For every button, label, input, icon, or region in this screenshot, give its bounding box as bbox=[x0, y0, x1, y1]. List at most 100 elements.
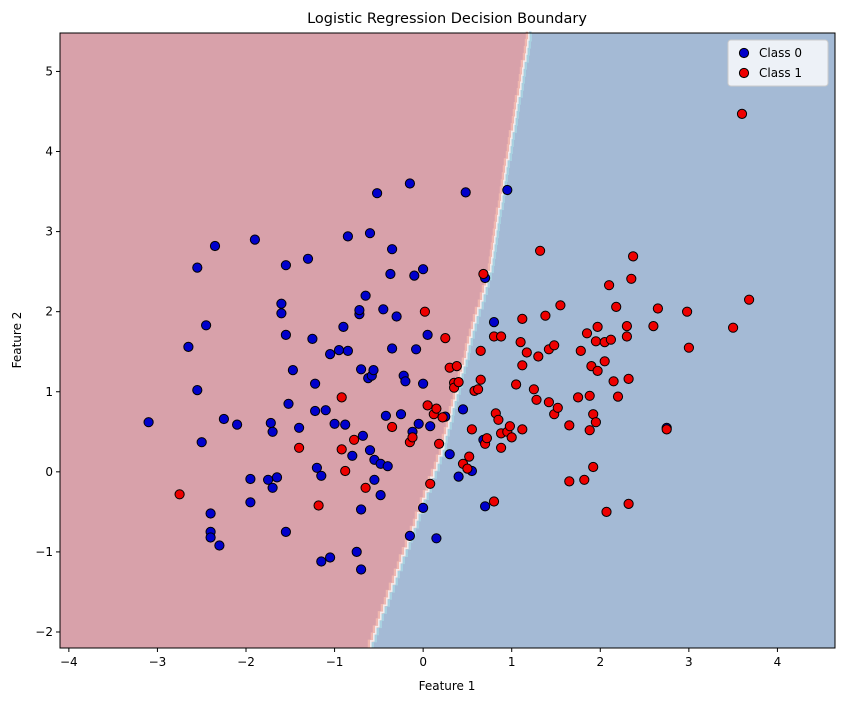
class-0-point bbox=[372, 188, 383, 199]
class-1-point bbox=[349, 434, 360, 445]
class-1-point bbox=[481, 433, 492, 444]
class-0-point bbox=[385, 268, 396, 280]
class-1-point bbox=[573, 392, 584, 403]
class-0-point bbox=[351, 546, 362, 558]
class-0-point bbox=[280, 260, 291, 271]
class-0-point bbox=[422, 329, 433, 340]
class-1-point bbox=[478, 268, 489, 280]
class-1-point bbox=[682, 306, 693, 317]
class-0-point bbox=[201, 320, 212, 331]
class-1-point bbox=[496, 331, 507, 342]
class-0-point bbox=[425, 421, 436, 432]
class-0-point bbox=[311, 462, 322, 473]
plot-frame bbox=[59, 32, 836, 649]
legend-marker-class-1 bbox=[738, 67, 750, 79]
y-tick-label: −2 bbox=[35, 625, 53, 639]
class-0-point bbox=[245, 473, 256, 485]
class-0-point bbox=[357, 430, 368, 441]
class-1-point bbox=[592, 365, 603, 376]
class-1-point bbox=[425, 478, 436, 489]
class-1-point bbox=[462, 463, 473, 474]
class-1-point bbox=[648, 321, 659, 332]
class-0-point bbox=[502, 184, 513, 196]
class-0-point bbox=[360, 290, 371, 301]
class-1-point bbox=[515, 337, 526, 348]
y-tick-label: 0 bbox=[45, 465, 53, 479]
class-1-point bbox=[564, 420, 575, 431]
class-0-point bbox=[283, 398, 294, 409]
class-1-point bbox=[453, 377, 464, 388]
class-0-point bbox=[209, 240, 221, 252]
y-tick-label: 5 bbox=[45, 64, 53, 78]
class-1-point bbox=[535, 245, 546, 256]
class-1-point bbox=[506, 432, 517, 443]
class-1-point bbox=[473, 384, 484, 395]
class-0-point bbox=[444, 449, 455, 460]
class-1-point bbox=[623, 498, 634, 509]
class-0-point bbox=[404, 178, 415, 189]
class-1-point bbox=[608, 376, 619, 387]
class-1-point bbox=[360, 482, 371, 493]
class-0-point bbox=[382, 461, 393, 472]
class-0-point bbox=[271, 472, 283, 483]
class-0-point bbox=[413, 418, 424, 429]
x-tick-label: 3 bbox=[685, 655, 693, 669]
class-1-point bbox=[564, 476, 575, 487]
class-0-point bbox=[391, 311, 402, 322]
class-1-point bbox=[488, 496, 500, 507]
class-0-point bbox=[380, 410, 391, 421]
class-1-point bbox=[604, 280, 615, 291]
class-1-point bbox=[728, 322, 739, 333]
class-0-point bbox=[387, 343, 398, 354]
x-tick-label: 4 bbox=[774, 655, 782, 669]
class-1-point bbox=[517, 360, 528, 371]
class-1-point bbox=[652, 303, 664, 314]
class-1-point bbox=[422, 400, 433, 411]
class-0-point bbox=[232, 419, 243, 430]
data-points bbox=[143, 108, 755, 575]
class-1-point bbox=[552, 402, 563, 413]
class-0-point bbox=[276, 308, 287, 319]
class-1-point bbox=[612, 391, 624, 402]
class-0-point bbox=[333, 345, 345, 356]
class-0-point bbox=[369, 474, 380, 485]
class-1-point bbox=[626, 273, 637, 284]
class-0-point bbox=[267, 482, 278, 493]
class-0-point bbox=[214, 540, 225, 551]
class-0-point bbox=[316, 556, 327, 567]
class-0-point bbox=[364, 445, 376, 456]
class-0-point bbox=[310, 405, 321, 417]
class-0-point bbox=[342, 231, 353, 242]
y-tick-label: 1 bbox=[45, 385, 53, 399]
class-1-point bbox=[437, 412, 448, 423]
class-1-point bbox=[590, 417, 602, 428]
class-1-point bbox=[623, 373, 634, 384]
class-0-point bbox=[325, 552, 336, 563]
legend-marker-class-0 bbox=[738, 47, 750, 59]
class-1-point bbox=[628, 251, 639, 262]
class-1-point bbox=[464, 451, 475, 462]
legend-label-class-1: Class 1 bbox=[759, 66, 802, 80]
class-1-point bbox=[313, 500, 324, 511]
class-1-point bbox=[533, 351, 544, 362]
class-0-series bbox=[143, 178, 672, 575]
class-0-point bbox=[276, 298, 287, 309]
class-1-point bbox=[407, 432, 418, 443]
class-0-point bbox=[249, 234, 260, 245]
class-1-point bbox=[555, 300, 566, 311]
class-1-point bbox=[521, 347, 532, 358]
x-tick-label: 2 bbox=[596, 655, 604, 669]
class-0-point bbox=[488, 317, 500, 328]
class-0-point bbox=[205, 532, 216, 543]
class-1-point bbox=[440, 333, 451, 344]
class-0-point bbox=[387, 244, 398, 255]
class-0-point bbox=[205, 508, 216, 519]
class-1-point bbox=[451, 361, 462, 372]
class-0-point bbox=[183, 341, 194, 352]
class-1-point bbox=[517, 424, 528, 435]
class-1-point bbox=[340, 465, 351, 477]
class-1-point bbox=[517, 313, 528, 324]
class-0-point bbox=[404, 530, 415, 542]
class-0-point bbox=[418, 264, 429, 275]
class-0-point bbox=[320, 405, 331, 416]
